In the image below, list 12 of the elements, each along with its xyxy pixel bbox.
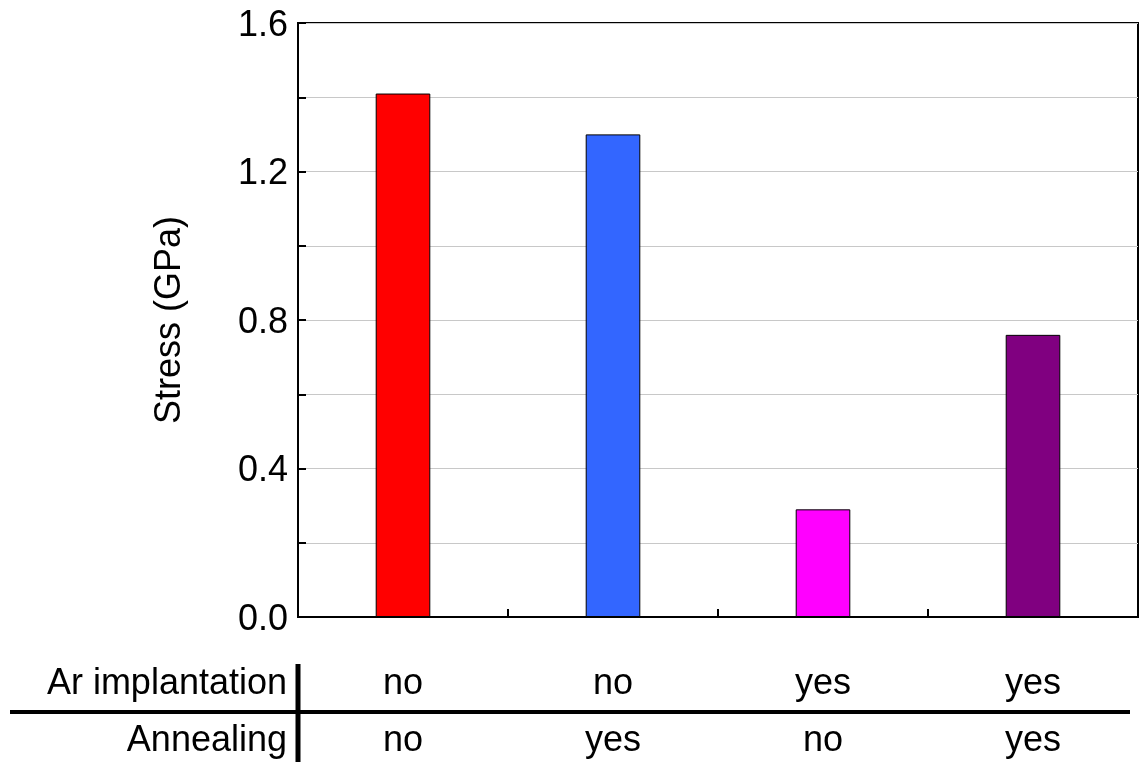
x-tick-label: yes yes bbox=[1004, 661, 1062, 759]
y-tick-label: 1.6 bbox=[237, 2, 288, 44]
x-tick-label: yes no bbox=[794, 661, 852, 759]
text: Ar implantation bbox=[46, 660, 287, 702]
y-tick-label: 0.0 bbox=[237, 596, 288, 638]
y-axis-title: Stress (GPa) bbox=[146, 215, 188, 425]
text: Annealing bbox=[126, 717, 287, 759]
y-tick-label: 0.8 bbox=[237, 299, 288, 341]
y-tick-label: 0.4 bbox=[237, 448, 288, 489]
y-tick-label: 1.2 bbox=[237, 151, 288, 192]
x-tick-label: no yes bbox=[584, 661, 642, 759]
x-tick-label: no no bbox=[382, 661, 424, 759]
